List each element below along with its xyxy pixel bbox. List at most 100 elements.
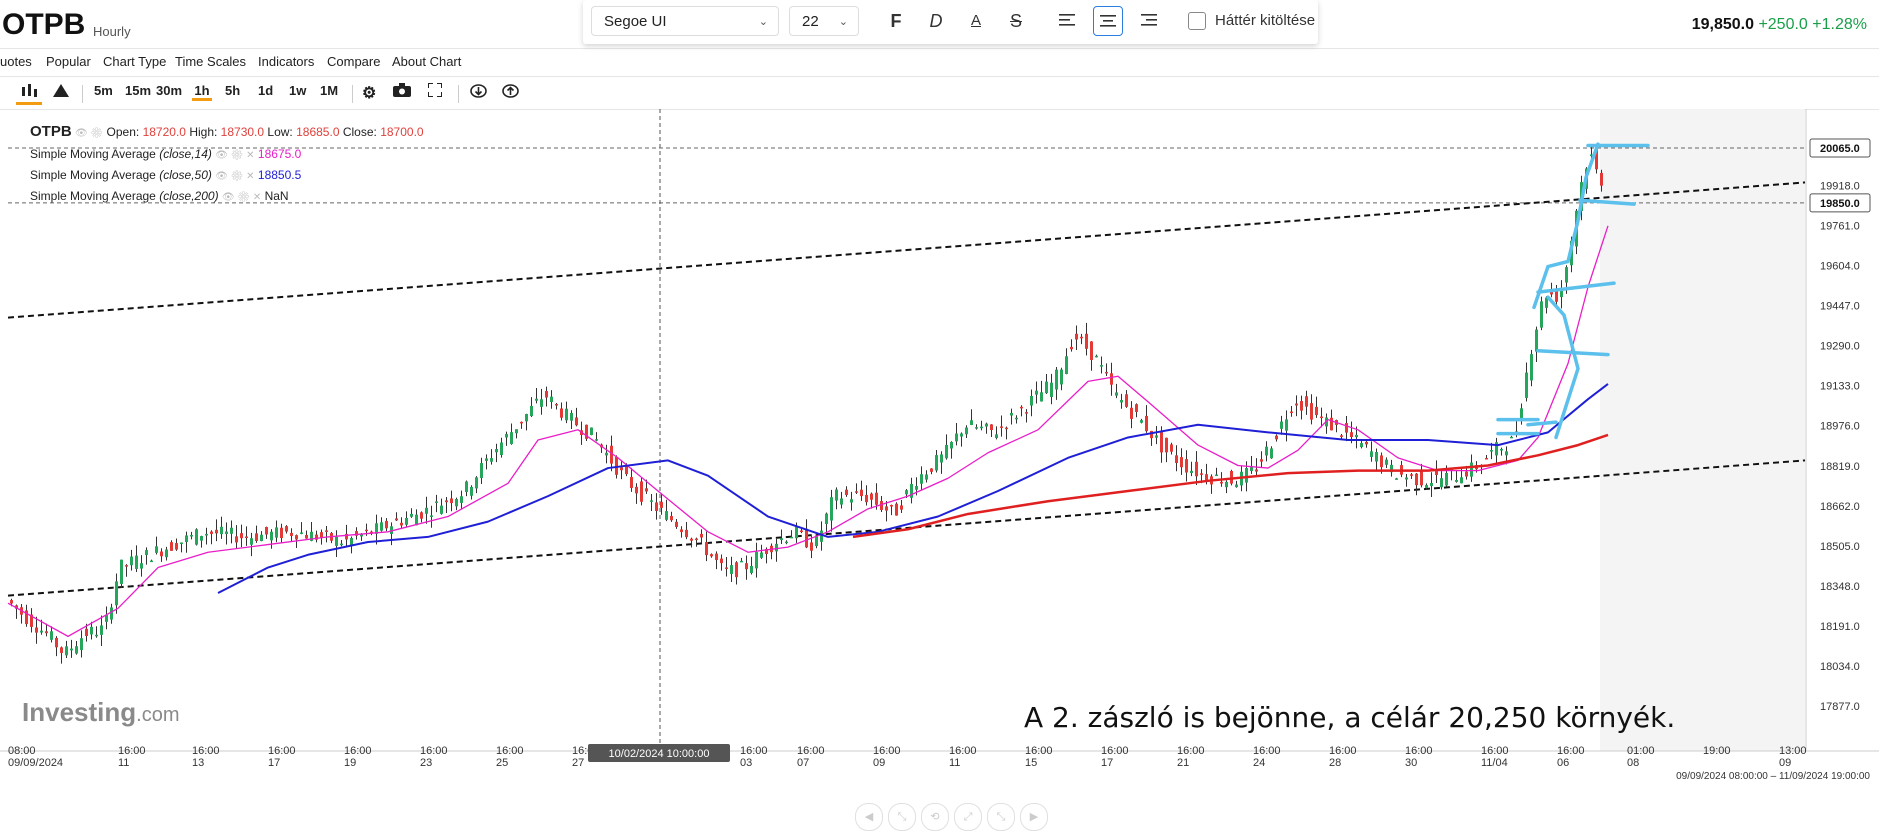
align-center-button[interactable] — [1093, 6, 1123, 36]
sma50-legend[interactable]: Simple Moving Average (close,50) 👁 ⚙ ✕ 1… — [30, 168, 301, 182]
candle-body — [1430, 483, 1433, 486]
upload-button[interactable] — [502, 83, 519, 101]
menu-compare[interactable]: Compare — [327, 54, 381, 69]
candle-body — [885, 506, 888, 511]
x-tick-time: 16:00 — [1329, 745, 1357, 757]
timescale-5m[interactable]: 5m — [94, 83, 113, 98]
candle-body — [365, 529, 368, 532]
align-right-button[interactable] — [1133, 6, 1163, 36]
fill-background-checkbox[interactable] — [1188, 12, 1206, 30]
candle-body — [80, 638, 83, 651]
candle-body — [735, 562, 738, 578]
text-annotation[interactable]: A 2. zászló is bejönne, a célár 20,250 k… — [1024, 701, 1676, 734]
zoom-in-button[interactable]: ⤢ — [954, 803, 982, 831]
candle-body — [270, 531, 273, 541]
eye-icon[interactable]: 👁 ⚙ — [75, 128, 104, 139]
timescale-1h[interactable]: 1h — [192, 83, 212, 101]
menu-popular[interactable]: Popular — [46, 54, 91, 69]
x-tick-date: 09 — [1779, 757, 1791, 769]
chart-area[interactable]: 20065.0 19918.0 19761.0 19604.0 19447.0 19290… — [0, 109, 1879, 831]
align-left-icon — [1059, 14, 1075, 26]
price-change-pct: +1.28% — [1812, 16, 1867, 33]
candle-body — [530, 405, 533, 417]
low-label: Low: — [267, 125, 293, 139]
fit-button[interactable]: ⤡ — [987, 803, 1015, 831]
toolbar-divider — [458, 85, 459, 103]
zoom-reset-button[interactable]: ⟲ — [921, 803, 949, 831]
timescale-15m[interactable]: 15m — [125, 83, 152, 98]
menu-time-scales[interactable]: Time Scales — [175, 54, 247, 69]
candle-body — [1155, 435, 1158, 438]
candle-body — [1040, 392, 1043, 402]
sma200-line — [852, 433, 1609, 539]
candle-body — [1470, 462, 1473, 477]
candle-body — [545, 390, 548, 398]
candle-body — [640, 481, 643, 502]
scroll-right-button[interactable]: ▶ — [1020, 803, 1048, 831]
candle-body — [1085, 333, 1088, 349]
candle-body — [345, 533, 348, 540]
settings-gear-icon[interactable]: ⚙ — [362, 85, 377, 102]
strikethrough-button[interactable]: S — [1009, 11, 1022, 31]
zoom-out-button[interactable]: ⤡ — [888, 803, 916, 831]
mountain-chart-button[interactable] — [50, 83, 72, 100]
candle-body — [250, 538, 253, 545]
candle-body — [90, 626, 93, 635]
eye-icon[interactable]: 👁 ⚙ ✕ — [215, 171, 255, 182]
candle-body — [1460, 477, 1463, 484]
align-right-icon — [1141, 14, 1157, 26]
candle-body — [760, 552, 763, 558]
candle-body — [605, 452, 608, 456]
eye-icon[interactable]: 👁 ⚙ ✕ — [215, 150, 255, 161]
candle-body — [285, 526, 288, 532]
price-chart-svg[interactable]: 20065.0 19918.0 19761.0 19604.0 19447.0 19290… — [0, 109, 1879, 791]
eye-icon[interactable]: 👁 ⚙ ✕ — [221, 192, 262, 203]
sma200-legend[interactable]: Simple Moving Average (close,200) 👁 ⚙ ✕ … — [30, 189, 289, 203]
menu-chart-type[interactable]: Chart Type — [103, 54, 167, 69]
candles-chart-button[interactable] — [16, 83, 42, 105]
y-tick-label: 18191.0 — [1820, 621, 1860, 633]
bold-button[interactable]: F — [890, 11, 902, 31]
menu-quotes[interactable]: uotes — [0, 54, 32, 69]
menu-about-chart[interactable]: About Chart — [392, 54, 462, 69]
candle-body — [380, 522, 383, 531]
candle-body — [55, 637, 58, 648]
download-button[interactable] — [470, 83, 487, 101]
candle-body — [1065, 356, 1068, 375]
timescale-1d[interactable]: 1d — [258, 83, 274, 98]
price-label-box — [1809, 193, 1871, 213]
candle-body — [65, 646, 68, 656]
candle-body — [310, 531, 313, 541]
candle-body — [1005, 427, 1008, 430]
menu-indicators[interactable]: Indicators — [258, 54, 315, 69]
sma14-legend[interactable]: Simple Moving Average (close,14) 👁 ⚙ ✕ 1… — [30, 147, 301, 161]
timescale-30m[interactable]: 30m — [156, 83, 183, 98]
fullscreen-button[interactable] — [427, 82, 443, 100]
candle-body — [1290, 411, 1293, 414]
candle-body — [1380, 455, 1383, 468]
candle-body — [1600, 172, 1603, 186]
italic-button[interactable]: D — [929, 11, 943, 31]
candle-body — [260, 534, 263, 542]
candle-body — [1565, 267, 1568, 283]
candle-body — [190, 534, 193, 537]
candle-body — [1125, 394, 1128, 407]
legend-symbol: OTPB — [30, 123, 72, 140]
timescale-1w[interactable]: 1w — [289, 83, 307, 98]
candle-body — [895, 503, 898, 516]
toolbar-divider — [82, 85, 83, 103]
scroll-left-button[interactable]: ◀ — [855, 803, 883, 831]
text-color-button[interactable]: A — [970, 12, 981, 29]
candle-body — [1255, 469, 1258, 472]
x-tick-date: 30 — [1405, 757, 1417, 769]
candle-body — [295, 535, 298, 540]
timescale-1M[interactable]: 1M — [320, 83, 339, 98]
y-tick-label: 19133.0 — [1820, 381, 1860, 393]
font-size-select[interactable]: 22 ⌄ — [789, 6, 859, 36]
align-left-button[interactable] — [1053, 6, 1083, 36]
candle-body — [1500, 448, 1503, 451]
camera-screenshot-button[interactable] — [393, 83, 411, 100]
candle-body — [1340, 435, 1343, 437]
font-family-select[interactable]: Segoe UI ⌄ — [591, 6, 779, 36]
timescale-5h[interactable]: 5h — [225, 83, 241, 98]
